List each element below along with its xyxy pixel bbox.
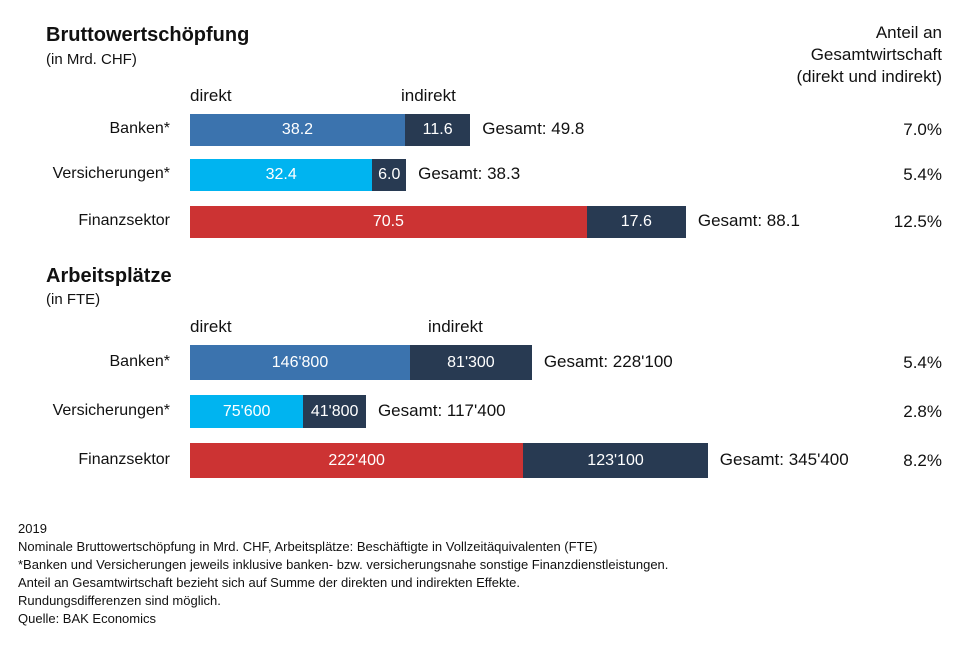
bar-indirekt: 41'800 (303, 395, 366, 428)
category-label: Versicherungen* (52, 165, 170, 182)
category-label: Versicherungen* (52, 401, 170, 419)
share-value: 12.5% (893, 212, 942, 231)
share-value: 8.2% (903, 450, 942, 470)
footnotes: 2019 Nominale Bruttowertschöpfung in Mrd… (18, 520, 668, 628)
share-header: Anteil an Gesamtwirtschaft (direkt und i… (796, 22, 942, 88)
footnote: Rundungsdifferenzen sind möglich. (18, 593, 221, 608)
bar-indirekt: 17.6 (586, 206, 686, 238)
bar-direkt: 222'400 (190, 443, 524, 478)
footnote: Quelle: BAK Economics (18, 611, 157, 626)
bar-direkt: 146'800 (190, 345, 410, 380)
series-label-direkt: direkt (190, 86, 232, 105)
bar-direkt: 70.5 (190, 206, 587, 238)
bar-direkt: 32.4 (190, 159, 373, 191)
bar-indirekt: 6.0 (372, 159, 407, 191)
share-header-line: Anteil an (875, 23, 942, 42)
footnote: Nominale Bruttowertschöpfung in Mrd. CHF… (18, 539, 598, 554)
chart-subtitle: (in FTE) (46, 291, 101, 308)
chart-subtitle: (in Mrd. CHF) (46, 51, 137, 68)
total-label: Gesamt: 88.1 (697, 211, 800, 230)
footnote: 2019 (18, 521, 47, 536)
chart-title: Arbeitsplätze (46, 265, 172, 287)
share-value: 2.8% (903, 401, 942, 421)
footnote: *Banken und Versicherungen jeweils inklu… (18, 557, 669, 572)
total-label: Gesamt: 345'400 (719, 449, 849, 469)
share-value: 5.4% (903, 352, 942, 372)
category-label: Finanzsektor (78, 450, 170, 468)
bar-direkt: 75'600 (190, 395, 304, 428)
total-label: Gesamt: 49.8 (482, 119, 585, 138)
bar-indirekt: 81'300 (410, 345, 532, 380)
bar-indirekt: 123'100 (523, 443, 708, 478)
series-label-indirekt: indirekt (428, 317, 483, 336)
total-label: Gesamt: 117'400 (377, 400, 506, 420)
share-header-line: (direkt und indirekt) (796, 67, 942, 86)
category-label: Finanzsektor (78, 212, 170, 229)
bar-indirekt: 11.6 (405, 114, 471, 146)
share-value: 5.4% (903, 165, 942, 184)
footnote: Anteil an Gesamtwirtschaft bezieht sich … (18, 575, 520, 590)
category-label: Banken* (109, 120, 171, 137)
total-label: Gesamt: 38.3 (418, 164, 521, 183)
chart-title: Bruttowertschöpfung (46, 24, 250, 46)
series-label-direkt: direkt (190, 317, 232, 336)
bar-direkt: 38.2 (190, 114, 405, 146)
series-label-indirekt: indirekt (401, 86, 456, 105)
category-label: Banken* (109, 352, 171, 370)
share-header-line: Gesamtwirtschaft (810, 45, 942, 64)
share-value: 7.0% (903, 120, 942, 139)
total-label: Gesamt: 228'100 (543, 351, 673, 371)
